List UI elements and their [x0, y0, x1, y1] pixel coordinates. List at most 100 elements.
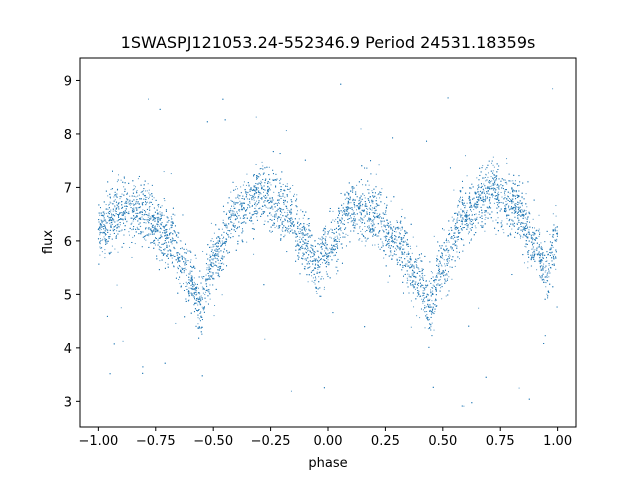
scatter-point — [426, 313, 428, 315]
scatter-point — [406, 263, 408, 265]
scatter-point — [416, 265, 418, 267]
scatter-point — [152, 215, 154, 217]
scatter-point — [425, 306, 427, 308]
scatter-point — [418, 290, 420, 292]
scatter-point — [197, 323, 199, 325]
scatter-point — [523, 229, 525, 231]
scatter-point — [314, 264, 316, 266]
scatter-point — [374, 244, 376, 246]
scatter-point — [498, 186, 500, 188]
scatter-point — [316, 250, 318, 252]
scatter-point — [427, 305, 429, 307]
scatter-point — [234, 207, 236, 209]
scatter-point — [358, 208, 360, 210]
scatter-point — [359, 226, 361, 228]
scatter-point — [173, 256, 175, 258]
scatter-point — [179, 240, 181, 242]
scatter-point — [497, 191, 499, 193]
scatter-point — [365, 207, 367, 209]
scatter-point — [491, 184, 493, 186]
scatter-point — [166, 231, 168, 233]
scatter-point — [218, 262, 220, 264]
scatter-point — [135, 191, 137, 193]
scatter-point — [382, 229, 384, 231]
scatter-point — [185, 262, 187, 264]
scatter-point — [347, 209, 349, 211]
scatter-point — [148, 212, 150, 214]
scatter-point — [280, 196, 282, 198]
scatter-point — [333, 232, 335, 234]
scatter-point — [135, 207, 137, 209]
scatter-point — [119, 196, 121, 198]
scatter-point — [483, 204, 485, 206]
scatter-point — [299, 241, 301, 243]
scatter-point — [128, 211, 130, 213]
scatter-point — [466, 202, 468, 204]
scatter-point — [216, 246, 218, 248]
scatter-point — [324, 247, 326, 249]
scatter-point — [525, 243, 527, 245]
scatter-point — [102, 238, 104, 240]
scatter-point — [192, 282, 194, 284]
scatter-point — [395, 242, 397, 244]
scatter-point — [339, 218, 341, 220]
scatter-point — [497, 222, 499, 224]
scatter-point — [304, 258, 306, 260]
scatter-point — [324, 233, 326, 235]
scatter-point — [438, 267, 440, 269]
scatter-point — [176, 252, 178, 254]
scatter-point — [157, 206, 159, 208]
scatter-point — [267, 207, 269, 209]
scatter-point — [485, 194, 487, 196]
scatter-point — [306, 250, 308, 252]
scatter-point — [399, 227, 401, 229]
scatter-point — [286, 195, 288, 197]
scatter-point — [217, 255, 219, 257]
scatter-point — [301, 234, 303, 236]
scatter-point — [281, 220, 283, 222]
scatter-point — [467, 233, 469, 235]
scatter-point — [219, 266, 221, 268]
scatter-point — [286, 196, 288, 198]
scatter-point — [469, 220, 471, 222]
scatter-point — [217, 253, 219, 255]
scatter-point — [177, 266, 179, 268]
scatter-point — [246, 198, 248, 200]
scatter-point — [135, 218, 137, 220]
scatter-point — [154, 227, 156, 229]
scatter-point — [241, 205, 243, 207]
scatter-point — [437, 284, 439, 286]
scatter-point — [436, 255, 438, 257]
scatter-point — [416, 261, 418, 263]
scatter-point — [207, 264, 209, 266]
scatter-point — [170, 173, 172, 175]
scatter-point — [476, 206, 478, 208]
scatter-point — [484, 199, 486, 201]
scatter-point — [430, 289, 432, 291]
scatter-point — [260, 185, 262, 187]
scatter-point — [131, 229, 133, 231]
scatter-point — [463, 218, 465, 220]
scatter-point — [171, 243, 173, 245]
scatter-point — [379, 197, 381, 199]
scatter-point — [493, 174, 495, 176]
scatter-point — [445, 254, 447, 256]
scatter-point — [457, 206, 459, 208]
scatter-point — [344, 198, 346, 200]
scatter-point — [236, 213, 238, 215]
scatter-point — [174, 214, 176, 216]
scatter-point — [390, 254, 392, 256]
scatter-point — [522, 226, 524, 228]
scatter-point — [193, 285, 195, 287]
scatter-point — [303, 241, 305, 243]
scatter-point — [328, 232, 329, 234]
scatter-point — [150, 217, 152, 219]
scatter-point — [418, 268, 420, 270]
scatter-point — [141, 216, 143, 218]
scatter-point — [424, 305, 426, 307]
scatter-point — [154, 228, 156, 230]
scatter-point — [410, 248, 412, 250]
scatter-point — [525, 246, 527, 248]
scatter-point — [255, 163, 257, 165]
scatter-point — [210, 271, 212, 273]
